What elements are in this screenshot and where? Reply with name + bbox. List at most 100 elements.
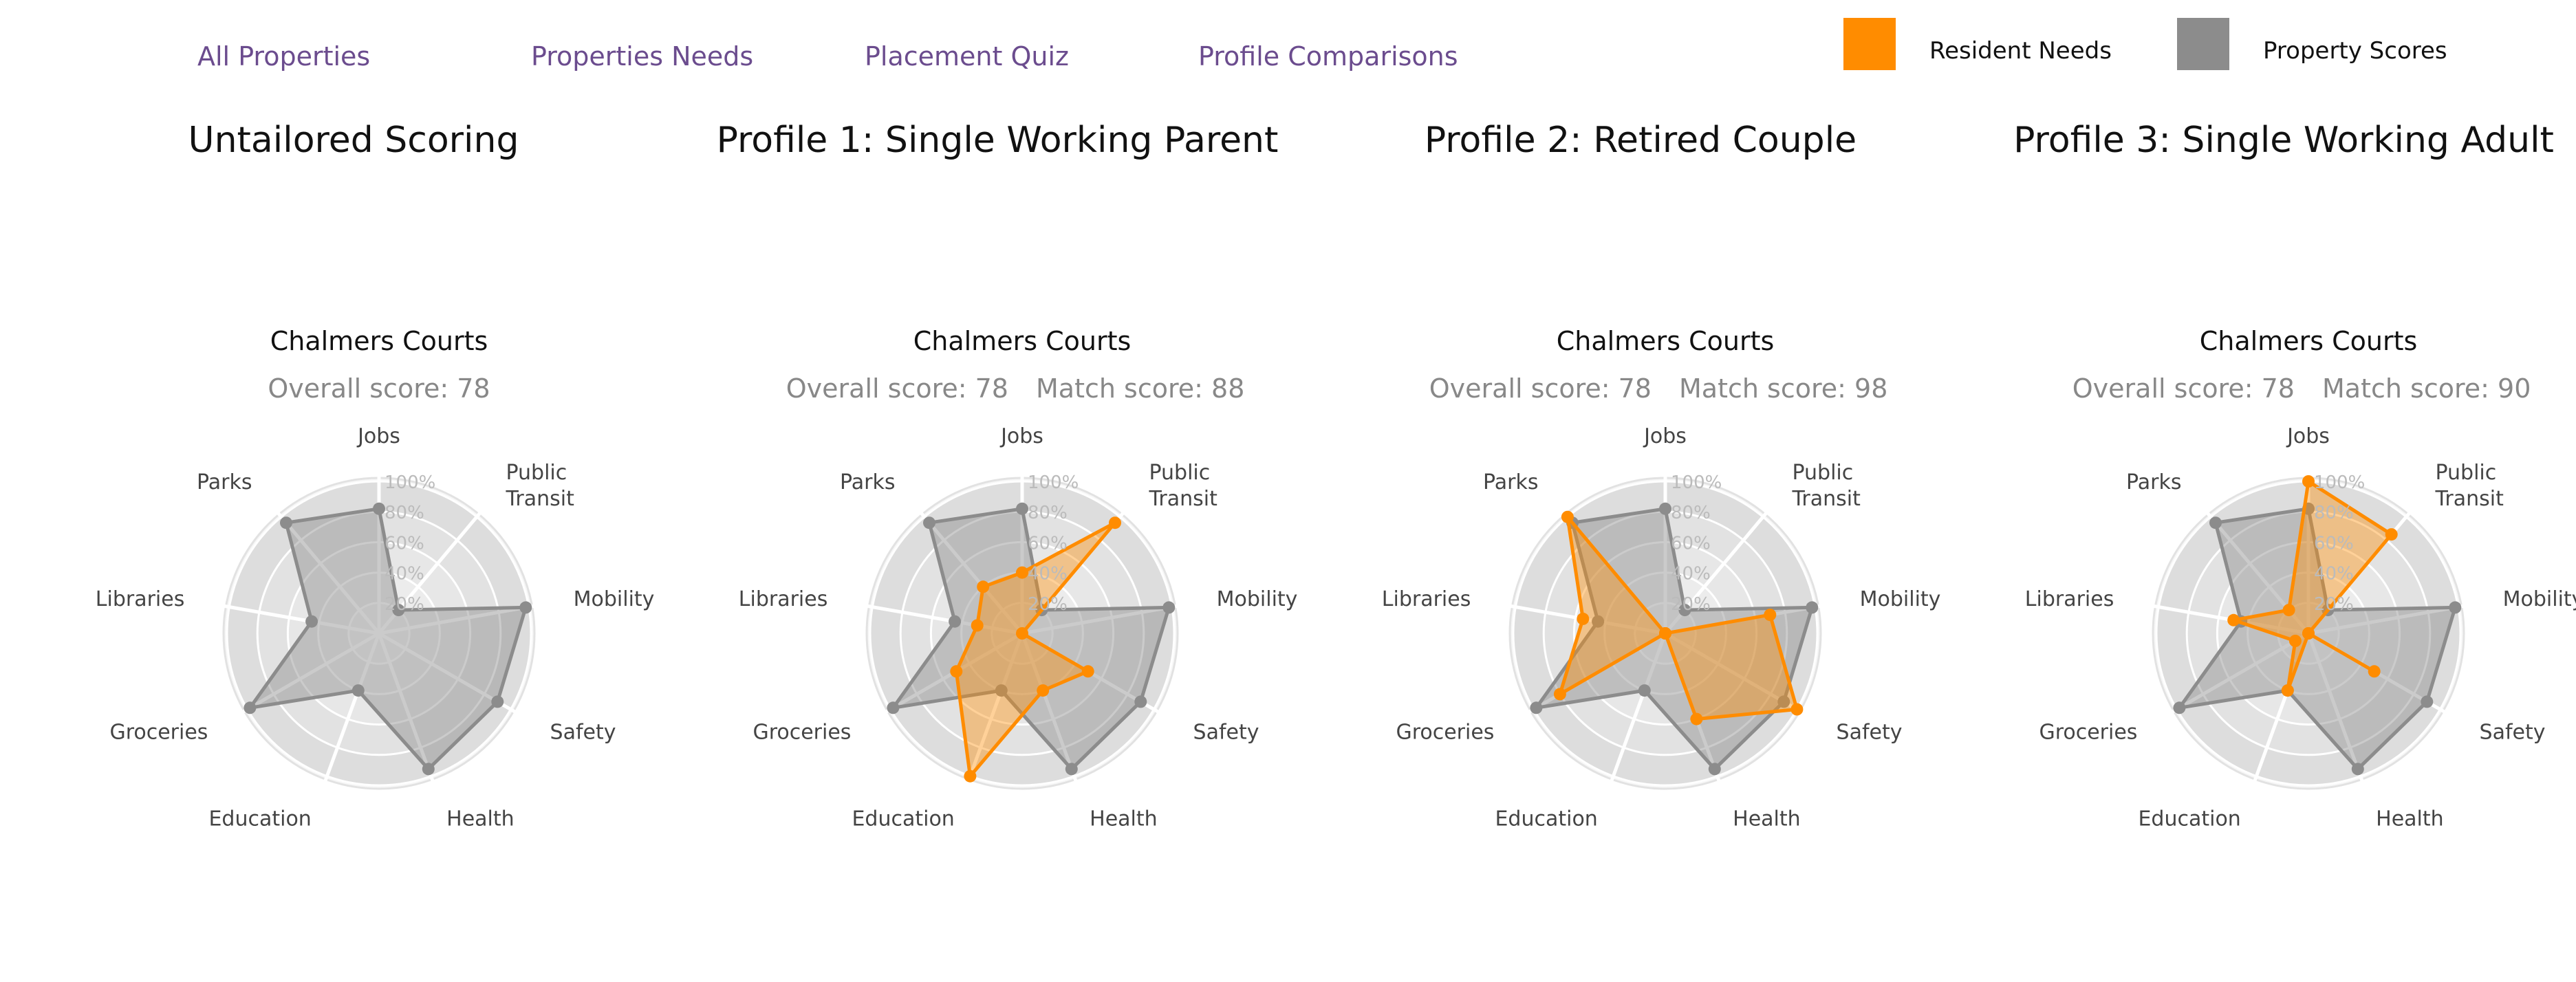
axis-label-parks: Parks xyxy=(1483,470,1538,494)
tick-label-20: 20% xyxy=(1671,594,1711,615)
data-point-property-scores-mobility xyxy=(1806,601,1819,614)
nav-link-properties-needs[interactable]: Properties Needs xyxy=(531,41,754,72)
tick-label-60: 60% xyxy=(1028,533,1068,554)
spoke-education xyxy=(1605,633,1667,794)
axis-label-jobs: Jobs xyxy=(2286,424,2330,448)
series-area-property-scores xyxy=(1534,507,1814,771)
tick-label-80: 80% xyxy=(1028,503,1068,523)
match-score: Match score: 98 xyxy=(1679,373,1887,404)
radar-chart-3: Chalmers Courts Overall score: 78 Match sc… xyxy=(1382,326,1941,831)
data-point-resident-needs-public-transit xyxy=(2385,528,2398,541)
data-point-resident-needs-education xyxy=(1659,627,1671,640)
tick-label-60: 60% xyxy=(1671,533,1711,554)
tick-label-100: 100% xyxy=(2314,472,2365,493)
data-point-property-scores-parks xyxy=(2209,516,2222,530)
data-point-resident-needs-public-transit xyxy=(1109,516,1121,530)
tick-label-40: 40% xyxy=(1671,564,1711,585)
data-point-property-scores-parks xyxy=(923,516,935,530)
axis-label-line: Transit xyxy=(505,487,574,511)
legend-label-property-scores: Property Scores xyxy=(2263,37,2447,65)
axis-label-safety: Safety xyxy=(1837,721,1903,745)
data-point-property-scores-libraries xyxy=(1592,615,1605,628)
axis-label-line: Public xyxy=(1792,461,1853,485)
data-point-property-scores-jobs xyxy=(1016,502,1028,515)
radar-chart-4: Chalmers Courts Overall score: 78 Match sc… xyxy=(2025,326,2576,831)
data-point-property-scores-jobs xyxy=(1659,502,1671,515)
chart-title: Chalmers Courts xyxy=(270,326,488,356)
tick-label-20: 20% xyxy=(2314,594,2354,615)
profile-title-retired-couple: Profile 2: Retired Couple xyxy=(1424,120,1857,161)
data-point-resident-needs-groceries xyxy=(950,665,963,678)
nav-link-all-properties[interactable]: All Properties xyxy=(197,41,371,72)
data-point-property-scores-groceries xyxy=(887,701,900,714)
axis-label-public-transit: Public Transit xyxy=(505,461,574,511)
data-point-property-scores-health xyxy=(1065,763,1078,776)
overall-score: Overall score: 78 xyxy=(2072,373,2295,404)
axis-label-parks: Parks xyxy=(2126,470,2181,494)
data-point-resident-needs-mobility xyxy=(1016,627,1028,640)
series-area-resident-needs xyxy=(2231,479,2394,692)
chart-title: Chalmers Courts xyxy=(1557,326,1775,356)
data-point-property-scores-health xyxy=(422,763,435,776)
axis-label-health: Health xyxy=(1090,807,1158,831)
axis-label-parks: Parks xyxy=(840,470,895,494)
tick-label-100: 100% xyxy=(1671,472,1722,493)
data-point-property-scores-health xyxy=(2351,763,2364,776)
legend-label-resident-needs: Resident Needs xyxy=(1929,37,2112,65)
tick-label-80: 80% xyxy=(385,503,424,523)
axis-label-libraries: Libraries xyxy=(96,587,185,611)
data-point-property-scores-safety xyxy=(1134,695,1147,708)
axis-label-jobs: Jobs xyxy=(1643,424,1687,448)
axis-label-line: Public xyxy=(506,461,567,485)
axis-label-groceries: Groceries xyxy=(1396,721,1494,745)
nav-link-placement-quiz[interactable]: Placement Quiz xyxy=(865,41,1069,72)
axis-label-safety: Safety xyxy=(550,721,616,745)
axis-label-mobility: Mobility xyxy=(1860,587,1941,611)
data-point-resident-needs-safety xyxy=(2368,665,2381,678)
data-point-property-scores-libraries xyxy=(949,615,962,628)
axis-label-safety: Safety xyxy=(2480,721,2546,745)
spoke-groceries xyxy=(2160,631,2310,720)
data-point-property-scores-public-transit xyxy=(392,604,405,617)
data-point-resident-needs-safety xyxy=(1081,665,1094,678)
profile-title-untailored: Untailored Scoring xyxy=(188,120,519,161)
axis-label-safety: Safety xyxy=(1193,721,1259,745)
data-point-resident-needs-safety xyxy=(1790,703,1804,716)
overall-score: Overall score: 78 xyxy=(1429,373,1652,404)
overall-score: Overall score: 78 xyxy=(786,373,1008,404)
data-point-resident-needs-parks xyxy=(977,580,990,593)
data-point-resident-needs-libraries xyxy=(1577,612,1590,625)
tick-label-100: 100% xyxy=(1028,472,1079,493)
data-point-property-scores-groceries xyxy=(2173,701,2186,714)
data-point-resident-needs-health xyxy=(1037,684,1050,697)
profile-title-single-working-parent: Profile 1: Single Working Parent xyxy=(716,120,1279,161)
axis-label-libraries: Libraries xyxy=(739,587,828,611)
axis-label-jobs: Jobs xyxy=(356,424,400,448)
data-point-property-scores-mobility xyxy=(2449,601,2462,614)
spoke-libraries xyxy=(210,602,380,635)
data-point-property-scores-health xyxy=(1708,763,1721,776)
profile-title-single-working-adult: Profile 3: Single Working Adult xyxy=(2013,120,2554,161)
axis-label-line: Public xyxy=(1149,461,1210,485)
axis-label-education: Education xyxy=(208,807,311,831)
axis-label-groceries: Groceries xyxy=(753,721,851,745)
tick-label-40: 40% xyxy=(2314,564,2354,585)
series-area-resident-needs xyxy=(954,521,1117,778)
data-point-property-scores-mobility xyxy=(1162,601,1176,614)
data-point-property-scores-safety xyxy=(491,695,504,708)
axis-label-line: Transit xyxy=(1148,487,1217,511)
data-point-property-scores-education xyxy=(995,684,1008,697)
data-point-resident-needs-libraries xyxy=(971,619,984,632)
data-point-property-scores-safety xyxy=(2421,695,2434,708)
data-point-resident-needs-parks xyxy=(2282,604,2295,617)
data-point-property-scores-groceries xyxy=(1530,701,1543,714)
axis-label-health: Health xyxy=(446,807,515,831)
spoke-libraries xyxy=(854,602,1023,635)
data-point-resident-needs-education xyxy=(2281,684,2294,697)
axis-label-line: Transit xyxy=(2434,487,2504,511)
axis-label-mobility: Mobility xyxy=(574,587,655,611)
nav-link-profile-comparisons[interactable]: Profile Comparisons xyxy=(1198,41,1458,72)
data-point-property-scores-libraries xyxy=(305,615,318,628)
axis-label-line: Public xyxy=(2435,461,2496,485)
